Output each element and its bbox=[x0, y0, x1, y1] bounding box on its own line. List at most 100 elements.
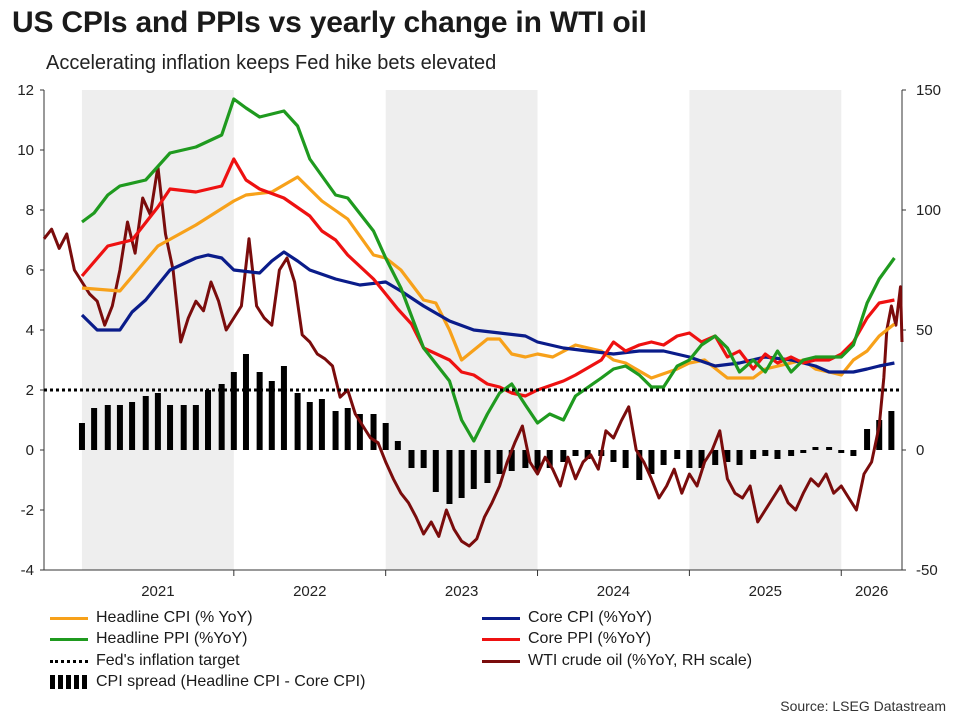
spread-bar-12 bbox=[230, 372, 237, 450]
series-line-core-ppi bbox=[80, 157, 895, 398]
spread-bar-25 bbox=[394, 441, 401, 450]
spread-bar-11 bbox=[218, 384, 225, 450]
spread-bar-48 bbox=[686, 450, 693, 468]
spread-bar-28 bbox=[432, 450, 439, 492]
year-shade-2025 bbox=[689, 90, 842, 570]
spread-bar-56 bbox=[788, 450, 795, 456]
spread-bar-62 bbox=[864, 429, 871, 450]
spread-bar-33 bbox=[496, 450, 503, 474]
legend-item-core-cpi: Core CPI (%YoY) bbox=[482, 609, 652, 627]
spread-bar-29 bbox=[446, 450, 453, 504]
legend-item-spread: CPI spread (Headline CPI - Core CPI) bbox=[50, 673, 365, 691]
legend-item-headline-ppi: Headline PPI (%YoY) bbox=[50, 630, 248, 648]
series-line-wti bbox=[42, 165, 904, 548]
legend-item-core-ppi: Core PPI (%YoY) bbox=[482, 630, 651, 648]
spread-bar-54 bbox=[762, 450, 769, 456]
legend-label-spread: CPI spread (Headline CPI - Core CPI) bbox=[96, 673, 366, 690]
left-tick-label-4: 4 bbox=[26, 322, 34, 339]
spread-bar-50 bbox=[712, 450, 719, 465]
left-tick-label--4: -4 bbox=[21, 562, 34, 579]
spread-bar-16 bbox=[280, 366, 287, 450]
spread-bar-52 bbox=[736, 450, 743, 465]
spread-bar-44 bbox=[636, 450, 643, 480]
right-tick-label-50: 50 bbox=[916, 322, 933, 339]
spread-bar-5 bbox=[142, 396, 149, 450]
spread-bar-35 bbox=[522, 450, 529, 468]
spread-bar-53 bbox=[750, 450, 757, 459]
legend-swatch-headline-ppi bbox=[50, 637, 88, 641]
spread-bar-26 bbox=[408, 450, 415, 468]
spread-bar-63 bbox=[876, 420, 883, 450]
spread-bar-8 bbox=[180, 405, 187, 450]
spread-bar-21 bbox=[344, 408, 351, 450]
spread-bar-17 bbox=[294, 393, 301, 450]
spread-bar-60 bbox=[838, 450, 845, 453]
spread-bar-14 bbox=[256, 372, 263, 450]
legend-label-fed-target: Fed's inflation target bbox=[96, 652, 240, 669]
spread-bar-9 bbox=[192, 405, 199, 450]
left-tick-label--2: -2 bbox=[21, 502, 34, 519]
legend-swatch-fed-target bbox=[50, 659, 88, 663]
right-tick-label-100: 100 bbox=[916, 202, 941, 219]
spread-bar-43 bbox=[622, 450, 629, 468]
x-tick-label-2024: 2024 bbox=[597, 583, 630, 600]
spread-bar-6 bbox=[154, 393, 161, 450]
source-note: Source: LSEG Datastream bbox=[780, 698, 946, 714]
spread-bar-13 bbox=[242, 354, 249, 450]
spread-bar-30 bbox=[458, 450, 465, 498]
spread-bar-22 bbox=[356, 414, 363, 450]
series-line-headline-ppi bbox=[81, 97, 896, 443]
chart-title: US CPIs and PPIs vs yearly change in WTI… bbox=[12, 6, 647, 39]
spread-bar-4 bbox=[129, 402, 136, 450]
legend-item-fed-target: Fed's inflation target bbox=[50, 652, 240, 670]
left-tick-label-2: 2 bbox=[26, 382, 34, 399]
x-tick-label-2021: 2021 bbox=[141, 583, 174, 600]
legend-label-core-ppi: Core PPI (%YoY) bbox=[528, 630, 652, 647]
left-tick-label-6: 6 bbox=[26, 262, 34, 279]
spread-bar-57 bbox=[800, 450, 807, 453]
spread-bar-34 bbox=[508, 450, 515, 471]
left-tick-label-12: 12 bbox=[17, 82, 34, 99]
legend-swatch-core-cpi bbox=[482, 616, 520, 620]
x-tick-label-2026: 2026 bbox=[855, 583, 888, 600]
legend-label-core-cpi: Core CPI (%YoY) bbox=[528, 609, 652, 626]
spread-bar-45 bbox=[648, 450, 655, 474]
spread-bar-40 bbox=[584, 450, 591, 459]
chart-canvas: -4 -2 0 2 4 6 8 10 12 -50 0 50 100 150 2021 2022 2023 202… bbox=[17, 82, 941, 600]
left-tick-label-0: 0 bbox=[26, 442, 34, 459]
legend-item-wti: WTI crude oil (%YoY, RH scale) bbox=[482, 652, 752, 670]
spread-bar-19 bbox=[318, 399, 325, 450]
spread-bar-0 bbox=[78, 423, 85, 450]
legend-swatch-spread bbox=[50, 675, 88, 689]
spread-bar-59 bbox=[826, 447, 833, 450]
legend-label-headline-cpi: Headline CPI (% YoY) bbox=[96, 609, 253, 626]
spread-bar-37 bbox=[546, 450, 553, 468]
spread-bar-58 bbox=[812, 447, 819, 450]
spread-bar-15 bbox=[268, 381, 275, 450]
spread-bar-42 bbox=[610, 450, 617, 462]
spread-bar-64 bbox=[888, 411, 895, 450]
spread-bar-24 bbox=[382, 423, 389, 450]
spread-bar-2 bbox=[104, 405, 111, 450]
spread-bar-31 bbox=[470, 450, 477, 489]
spread-bar-61 bbox=[850, 450, 857, 456]
spread-bar-55 bbox=[774, 450, 781, 459]
right-tick-label-0: 0 bbox=[916, 442, 924, 459]
legend-swatch-headline-cpi bbox=[50, 616, 88, 620]
spread-bar-38 bbox=[560, 450, 567, 462]
spread-bar-23 bbox=[370, 414, 377, 450]
spread-bar-36 bbox=[534, 450, 541, 471]
spread-bar-20 bbox=[332, 411, 339, 450]
right-tick-label-150: 150 bbox=[916, 82, 941, 99]
spread-bar-18 bbox=[306, 402, 313, 450]
x-tick-label-2023: 2023 bbox=[445, 583, 478, 600]
spread-bar-39 bbox=[572, 450, 579, 456]
spread-bar-46 bbox=[660, 450, 667, 465]
x-tick-label-2022: 2022 bbox=[293, 583, 326, 600]
right-tick-label--50: -50 bbox=[916, 562, 938, 579]
spread-bar-10 bbox=[205, 390, 212, 450]
spread-bar-51 bbox=[724, 450, 731, 462]
x-tick-label-2025: 2025 bbox=[749, 583, 782, 600]
legend-swatch-core-ppi bbox=[482, 637, 520, 641]
spread-bar-27 bbox=[420, 450, 427, 468]
